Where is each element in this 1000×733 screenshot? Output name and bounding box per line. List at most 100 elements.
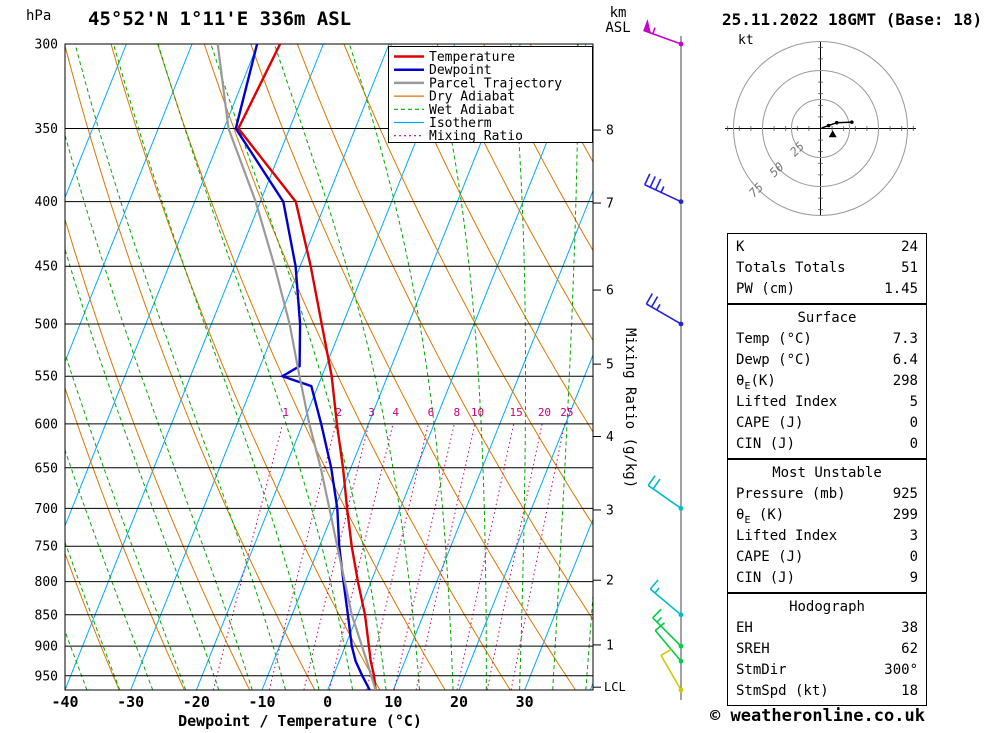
row-value: 299 <box>892 507 918 523</box>
row-value: 38 <box>901 620 918 636</box>
x-tick-label: -10 <box>248 693 275 711</box>
row-label: EH <box>736 620 753 636</box>
hodograph-ring-label: 75 <box>746 180 766 200</box>
pressure-tick-label: 900 <box>35 640 58 655</box>
skewt-background: 1 2 3 4 6 8 10 15 20 25 <box>65 44 593 690</box>
pressure-grid: 300 350 400 450 500 550 600 650 700 750 800 850 900 9… <box>35 38 593 684</box>
pressure-tick-label: 850 <box>35 608 58 623</box>
mixing-ratio-value-label: 10 <box>471 406 484 419</box>
legend-label: Isotherm <box>429 116 492 131</box>
hodograph-ring-label: 50 <box>767 160 787 180</box>
row-label: K <box>736 239 745 255</box>
mixing-ratio-lines: 1 2 3 4 6 8 10 15 20 25 <box>212 406 574 690</box>
wind-barb <box>647 475 684 511</box>
row-value: 6.4 <box>892 352 918 368</box>
table-row: Temp (°C) 7.3 <box>728 329 926 350</box>
mixing-ratio-value-label: 25 <box>560 406 573 419</box>
pressure-tick-label: 450 <box>35 260 58 275</box>
row-value: 0 <box>909 436 918 452</box>
mixing-ratio-value-label: 20 <box>538 406 551 419</box>
row-value: 0 <box>909 415 918 431</box>
table-row: θE (K) 299 <box>728 505 926 526</box>
pressure-tick-label: 500 <box>35 317 58 332</box>
isotherm-lines <box>65 44 593 690</box>
hodograph-ring <box>733 41 908 216</box>
row-label: CAPE (J) <box>736 549 804 565</box>
table-row: K 24 <box>728 237 926 258</box>
table-row: CIN (J) 0 <box>728 434 926 455</box>
row-value: 298 <box>892 373 918 389</box>
row-label: CIN (J) <box>736 570 796 586</box>
km-tick-label: 3 <box>606 503 614 518</box>
pressure-tick-label: 350 <box>35 122 58 137</box>
table-title: Hodograph <box>789 599 865 615</box>
pressure-tick-label: 550 <box>35 370 58 385</box>
temperature-tick-labels: -40 -30 -20 -10 0 10 20 30 <box>51 693 533 711</box>
km-tick-label: 2 <box>606 574 614 589</box>
pressure-tick-label: 300 <box>35 38 58 53</box>
mixing-ratio-value-label: 15 <box>510 406 523 419</box>
x-tick-label: -30 <box>117 693 144 711</box>
row-value: 3 <box>909 528 918 544</box>
row-value: 300° <box>884 662 918 678</box>
wind-barbs <box>643 19 684 700</box>
parcel-trajectory-curve <box>216 44 377 690</box>
row-value: 62 <box>901 641 918 657</box>
legend-label: Dewpoint <box>429 63 492 78</box>
row-label: StmDir <box>736 662 787 678</box>
skewt-chart: 1 2 3 4 6 8 10 15 20 2530035040045050055060065070… <box>35 19 684 711</box>
indices-table: K 24 Totals Totals 51 PW (cm) 1.45 <box>727 233 927 304</box>
km-axis-unit: km ASL <box>605 5 631 36</box>
legend-label: Wet Adiabat <box>429 103 515 118</box>
x-tick-label: -40 <box>51 693 78 711</box>
km-axis: 1 2 3 4 5 6 7 8 LCL <box>593 124 626 694</box>
table-title: Surface <box>797 310 857 326</box>
wind-barb <box>649 579 684 618</box>
row-label: Lifted Index <box>736 528 838 544</box>
hodograph-table: Hodograph EH 38 SREH 62 StmDir 300° StmSpd (kt)… <box>727 593 927 706</box>
row-value: 9 <box>909 570 918 586</box>
plot-border <box>64 43 594 691</box>
table-row: SREH 62 <box>728 639 926 660</box>
row-value: 18 <box>901 683 918 699</box>
row-label: CAPE (J) <box>736 415 804 431</box>
row-value: 925 <box>892 486 918 502</box>
wet-adiabat-lines <box>65 44 593 690</box>
row-label: PW (cm) <box>736 281 796 297</box>
row-label: Totals Totals <box>736 260 846 276</box>
row-label: Lifted Index <box>736 394 838 410</box>
mixing-ratio-value-label: 1 <box>282 406 289 419</box>
table-row: PW (cm) 1.45 <box>728 279 926 300</box>
table-row: Dewp (°C) 6.4 <box>728 350 926 371</box>
table-row: Pressure (mb) 925 <box>728 484 926 505</box>
km-tick-label: 4 <box>606 430 614 445</box>
sounding-curves <box>216 44 377 690</box>
datetime-title: 25.11.2022 18GMT (Base: 18) <box>722 10 983 29</box>
hodograph-ring <box>762 70 879 187</box>
table-row: StmDir 300° <box>728 660 926 681</box>
legend-label: Dry Adiabat <box>429 90 515 105</box>
row-label: Dewp (°C) <box>736 352 812 368</box>
table-row: Totals Totals 51 <box>728 258 926 279</box>
table-row: CAPE (J) 0 <box>728 413 926 434</box>
table-row: Lifted Index 3 <box>728 526 926 547</box>
hodograph-unit-label: kt <box>738 33 754 48</box>
mixing-ratio-axis-label: Mixing Ratio (g/kg) <box>622 328 638 489</box>
legend-label: Parcel Trajectory <box>429 76 562 91</box>
table-row: CIN (J) 9 <box>728 568 926 589</box>
mixing-ratio-value-label: 2 <box>335 406 342 419</box>
pressure-tick-label: 700 <box>35 502 58 517</box>
km-tick-label: 8 <box>606 124 614 139</box>
row-label: SREH <box>736 641 770 657</box>
hodograph-ring-label: 25 <box>787 139 807 159</box>
mixing-ratio-value-label: 8 <box>454 406 461 419</box>
table-row: θE(K) 298 <box>728 371 926 392</box>
km-tick-label: 7 <box>606 197 614 212</box>
copyright: © weatheronline.co.uk <box>710 706 925 726</box>
dewpoint-curve <box>234 44 371 690</box>
wind-barb <box>643 19 684 47</box>
wind-barb <box>652 608 684 649</box>
surface-table: Surface Temp (°C) 7.3 Dewp (°C) 6.4 θE(K) 298 L… <box>727 304 927 459</box>
row-value: 24 <box>901 239 918 255</box>
